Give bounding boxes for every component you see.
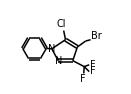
Text: F: F — [80, 74, 85, 84]
Text: Cl: Cl — [57, 19, 66, 29]
Text: N: N — [48, 44, 56, 54]
Text: F: F — [90, 60, 95, 70]
Text: Br: Br — [91, 31, 102, 41]
Text: N: N — [54, 56, 62, 66]
Text: F: F — [90, 66, 95, 76]
